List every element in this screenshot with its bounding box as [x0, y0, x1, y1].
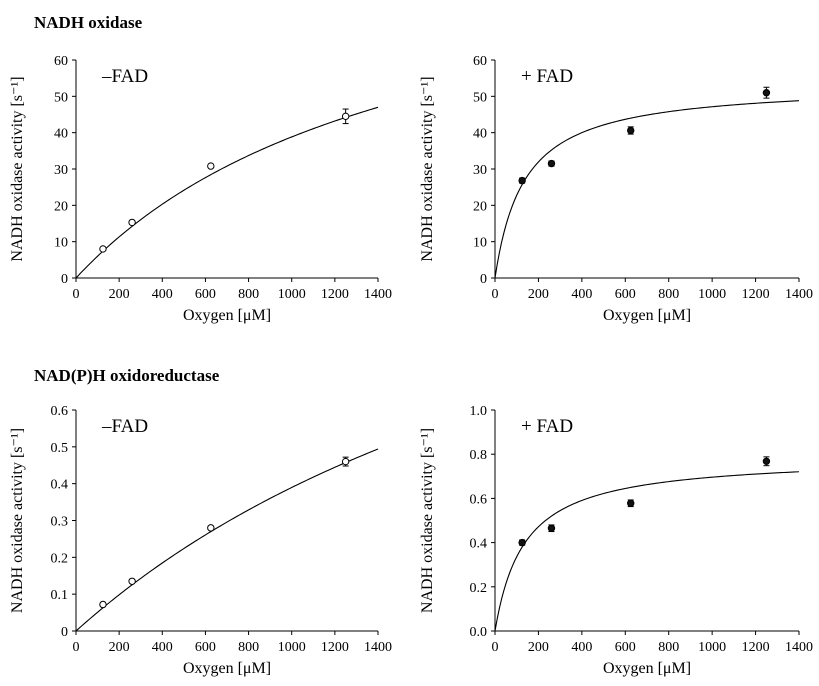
- x-tick-label: 1000: [278, 640, 306, 655]
- x-tick-label: 1000: [698, 640, 726, 655]
- y-tick-label: 30: [54, 163, 68, 178]
- x-tick-label: 600: [195, 287, 216, 302]
- y-tick-label: 50: [54, 90, 68, 105]
- y-tick-label: 20: [54, 199, 68, 214]
- y-tick-label: 0: [61, 272, 68, 287]
- x-tick-label: 200: [109, 640, 130, 655]
- data-point: [547, 524, 556, 532]
- y-tick-label: 50: [473, 90, 487, 105]
- x-tick-label: 400: [571, 287, 592, 302]
- panel-label: –FAD: [101, 416, 148, 437]
- data-point: [762, 89, 771, 97]
- panel-label: –FAD: [101, 66, 148, 87]
- x-tick-label: 200: [528, 640, 549, 655]
- y-tick-label: 0.4: [470, 537, 488, 552]
- x-tick-label: 1000: [278, 287, 306, 302]
- x-axis-label: Oxygen [μM]: [603, 660, 691, 677]
- x-tick-label: 1400: [364, 287, 392, 302]
- y-axis-label: NADH oxidase activity [s⁻¹]: [419, 428, 436, 613]
- x-axis-label: Oxygen [μM]: [183, 307, 271, 324]
- x-tick-label: 400: [152, 287, 173, 302]
- x-tick-label: 1200: [321, 640, 349, 655]
- section-title-nadph-oxidoreductase: NAD(P)H oxidoreductase: [34, 366, 220, 385]
- y-tick-label: 0.6: [470, 492, 488, 507]
- y-tick-label: 0.0: [470, 625, 488, 640]
- panel-label: + FAD: [521, 66, 573, 87]
- x-tick-label: 1200: [742, 640, 770, 655]
- x-tick-label: 600: [195, 640, 216, 655]
- fit-curve: [75, 448, 379, 632]
- chart-nadh-oxidase-minus-fad: 0 200 400 600 800 1000 1200 1400 0 10 20 30 40 50 60 Ox…: [9, 54, 392, 324]
- x-tick-label: 0: [492, 287, 499, 302]
- y-tick-label: 0.2: [51, 551, 69, 566]
- fit-curve: [494, 471, 800, 632]
- y-tick-label: 0.8: [470, 448, 488, 463]
- y-tick-label: 0.2: [470, 581, 488, 596]
- data-point: [762, 457, 771, 465]
- panel-label: + FAD: [521, 416, 573, 437]
- chart-nadh-oxidase-plus-fad: 0 200 400 600 800 1000 1200 1400 0 10 20 30 40 50 60 Ox…: [419, 54, 813, 324]
- y-tick-label: 1.0: [470, 404, 488, 419]
- chart-nadph-oxidoreductase-minus-fad: 0 200 400 600 800 1000 1200 1400 0 0.1 0.2 0.3 0.4 0.…: [9, 404, 392, 677]
- y-tick-label: 40: [54, 127, 68, 142]
- data-point: [341, 457, 350, 466]
- data-point: [341, 112, 350, 121]
- data-point: [627, 499, 635, 507]
- x-tick-label: 800: [658, 287, 679, 302]
- x-tick-label: 800: [238, 640, 259, 655]
- y-axis-label: NADH oxidase activity [s⁻¹]: [419, 76, 436, 261]
- x-tick-label: 0: [492, 640, 499, 655]
- x-tick-label: 600: [615, 287, 636, 302]
- data-point: [518, 176, 526, 185]
- data-point: [547, 159, 556, 168]
- data-point: [207, 162, 215, 170]
- fit-curve: [75, 106, 379, 279]
- y-axis-label: NADH oxidase activity [s⁻¹]: [9, 428, 26, 613]
- x-tick-label: 1400: [364, 640, 392, 655]
- y-axis-label: NADH oxidase activity [s⁻¹]: [9, 76, 26, 261]
- section-title-nadh-oxidase: NADH oxidase: [34, 13, 143, 32]
- x-tick-label: 400: [571, 640, 592, 655]
- x-tick-label: 800: [658, 640, 679, 655]
- y-tick-label: 10: [54, 236, 68, 251]
- y-tick-label: 0.5: [51, 441, 69, 456]
- data-point: [128, 577, 136, 585]
- x-tick-label: 600: [615, 640, 636, 655]
- x-tick-label: 1400: [785, 287, 813, 302]
- y-tick-label: 0.1: [51, 588, 69, 603]
- data-point: [207, 524, 215, 532]
- x-axis-label: Oxygen [μM]: [603, 307, 691, 324]
- x-tick-label: 200: [528, 287, 549, 302]
- y-tick-label: 10: [473, 236, 487, 251]
- y-tick-label: 0: [480, 272, 487, 287]
- y-tick-label: 60: [54, 54, 68, 69]
- fit-curve: [494, 100, 800, 279]
- data-point: [518, 538, 526, 547]
- data-point: [99, 245, 107, 253]
- y-tick-label: 40: [473, 127, 487, 142]
- x-tick-label: 0: [73, 287, 80, 302]
- y-tick-label: 30: [473, 163, 487, 178]
- x-tick-label: 400: [152, 640, 173, 655]
- y-tick-label: 0.6: [51, 404, 69, 419]
- x-tick-label: 800: [238, 287, 259, 302]
- y-tick-label: 20: [473, 199, 487, 214]
- x-tick-label: 1200: [321, 287, 349, 302]
- data-point: [99, 600, 107, 609]
- y-tick-label: 0.4: [51, 478, 69, 493]
- x-tick-label: 1000: [698, 287, 726, 302]
- y-tick-label: 0: [61, 625, 68, 640]
- x-tick-label: 0: [73, 640, 80, 655]
- data-point: [128, 218, 136, 227]
- x-tick-label: 1200: [742, 287, 770, 302]
- chart-nadph-oxidoreductase-plus-fad: 0 200 400 600 800 1000 1200 1400 0.0 0.2 0.4 0.6 0.8…: [419, 404, 813, 677]
- x-axis-label: Oxygen [μM]: [183, 660, 271, 677]
- y-tick-label: 0.3: [51, 515, 69, 530]
- data-point: [627, 126, 635, 135]
- x-tick-label: 1400: [785, 640, 813, 655]
- x-tick-label: 200: [109, 287, 130, 302]
- y-tick-label: 60: [473, 54, 487, 69]
